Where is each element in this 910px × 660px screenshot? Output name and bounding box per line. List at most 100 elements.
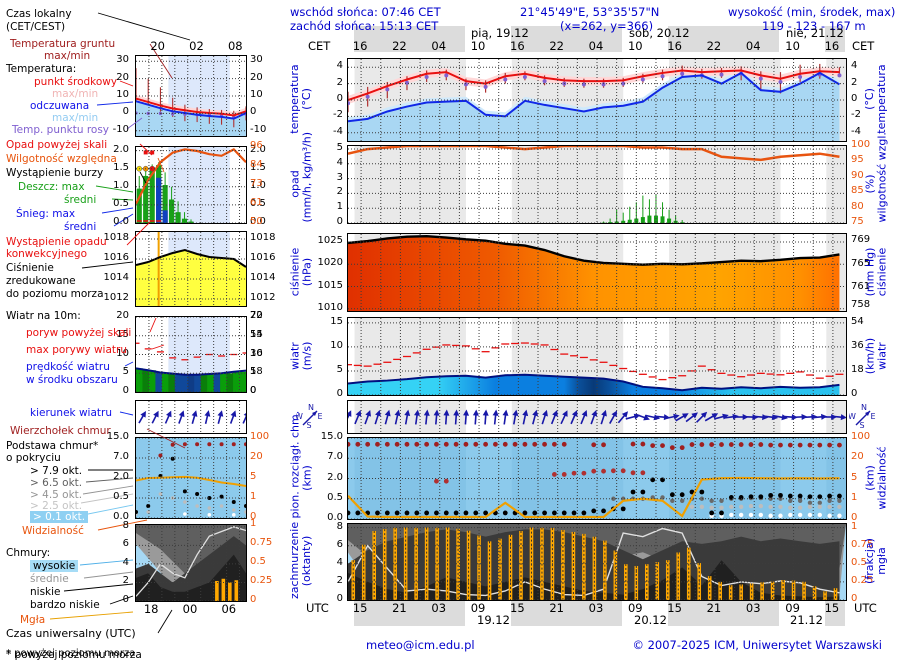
svg-text:W: W <box>849 412 856 421</box>
axis-tick: 1014 <box>250 272 276 283</box>
axis-tick: 1.5 <box>113 161 129 173</box>
axis-tick: 0.5 <box>327 491 343 503</box>
axis-label-right-wind: (km/h) wiatr <box>863 337 888 374</box>
date-label-21: 21.12 <box>790 613 823 627</box>
axis-tick: 4 <box>122 556 129 568</box>
axis-tick: 100 <box>250 431 270 442</box>
axis-tick: 1016 <box>250 252 276 263</box>
axis-tick: 0 <box>122 106 129 118</box>
axis-tick: 1 <box>851 491 858 503</box>
panel-wind <box>347 317 847 396</box>
night-band-strip <box>510 600 623 626</box>
axis-tick: 0.75 <box>851 538 874 550</box>
axis-tick: 1012 <box>250 292 276 303</box>
utc-hour-label: 03 <box>431 601 447 615</box>
cet-hour-label: 16 <box>667 39 682 53</box>
sidebar-label-41: bardzo niskie <box>30 599 100 611</box>
sidebar-label-21: do poziomu morza <box>6 288 104 300</box>
sidebar-label-3: max/min <box>44 50 91 62</box>
axis-tick: 15 <box>250 328 263 340</box>
axis-tick: 54 <box>851 315 864 327</box>
cet-hour-label: 22 <box>392 39 407 53</box>
axis-tick: 1010 <box>317 301 343 313</box>
axis-tick: 2.0 <box>113 143 129 155</box>
cet-hour-label: 10 <box>627 39 643 53</box>
axis-tick: 0 <box>851 512 858 523</box>
mini-wind-direction <box>135 400 247 434</box>
sidebar-label-35: > 0.1 okt. <box>30 511 89 523</box>
axis-tick: -10 <box>250 123 267 135</box>
axis-tick: 0 <box>336 593 343 604</box>
sidebar-label-11: Wilgotność względna <box>6 153 117 165</box>
axis-tick: 96 <box>250 140 263 151</box>
axis-tick: 20 <box>116 71 129 83</box>
axis-tick: 2 <box>122 575 129 587</box>
utc-hour-label: 21 <box>549 601 564 615</box>
utc-hour-label: 09 <box>627 601 643 615</box>
contact-email[interactable]: meteo@icm.edu.pl <box>366 638 475 652</box>
axis-tick: 0 <box>250 106 257 118</box>
date-label-19: 19.12 <box>477 613 510 627</box>
axis-tick: 20 <box>250 71 263 83</box>
day-label-fri: pią, 19.12 <box>471 26 529 40</box>
axis-tick: 2 <box>851 76 858 88</box>
axis-tick: 95 <box>851 154 864 166</box>
svg-text:S: S <box>306 421 311 430</box>
mini-cet-hour-label: 20 <box>150 39 165 53</box>
sidebar-label-40: niskie <box>30 586 61 598</box>
cet-hour-label: 10 <box>785 39 800 53</box>
axis-tick: 54 <box>250 328 263 340</box>
axis-tick: 1018 <box>250 232 276 243</box>
utc-hour-label: 03 <box>588 601 604 615</box>
sidebar-label-38: wysokie <box>30 560 79 572</box>
axis-tick: 761 <box>851 281 871 293</box>
axis-tick: 1014 <box>103 272 129 283</box>
axis-tick: 5 <box>250 366 257 378</box>
sidebar-label-31: > 7.9 okt. <box>30 465 83 477</box>
sidebar-label-44: * powyżej poziomu morza <box>6 649 142 660</box>
axis-tick: 765 <box>851 257 871 269</box>
axis-tick: 0 <box>851 593 858 604</box>
axis-tick: 75 <box>851 216 864 227</box>
panel-clouds-visibility <box>347 437 847 520</box>
axis-label-right-temperature: (°C) temperatura <box>863 64 888 134</box>
mini-cet-hour-label: 08 <box>227 39 243 53</box>
mini-wind <box>135 316 247 393</box>
utc-hour-label: 15 <box>824 601 840 615</box>
sidebar-label-26: w środku obszaru <box>26 374 118 386</box>
axis-label-left-cloud_cover_fog: zachmurzenie (oktanty) <box>288 521 313 599</box>
mini-temperature <box>135 55 247 137</box>
axis-tick: 2 <box>336 574 343 586</box>
axis-tick: -4 <box>333 125 343 137</box>
axis-tick: 30 <box>116 54 129 66</box>
axis-tick: 1015 <box>317 279 343 291</box>
axis-tick: 0.5 <box>250 556 266 567</box>
axis-tick: 0 <box>250 594 257 605</box>
cet-hour-label: 16 <box>510 39 525 53</box>
axis-tick: 0.0 <box>327 512 343 523</box>
axis-tick: -2 <box>851 109 861 121</box>
axis-tick: 85 <box>851 185 864 197</box>
axis-tick: 20 <box>116 310 129 321</box>
mini-utc-hour-label: 18 <box>143 602 159 616</box>
axis-tick: 758 <box>851 299 871 311</box>
axis-tick: 0.5 <box>113 491 129 502</box>
axis-tick: 8 <box>336 520 343 532</box>
sidebar-label-13: Deszcz: max <box>18 181 85 193</box>
axis-tick: 10 <box>250 89 263 100</box>
utc-hour-label: 15 <box>510 601 525 615</box>
axis-tick: 2 <box>336 76 343 88</box>
axis-tick: 5 <box>851 471 858 483</box>
axis-tick: 2.0 <box>250 143 266 155</box>
axis-tick: 50 <box>250 216 263 227</box>
svg-text:E: E <box>317 412 322 421</box>
axis-label-right-cloud_cover_fog: (frakcja) mgła <box>863 538 888 584</box>
cet-hour-label: 22 <box>549 39 564 53</box>
cet-hour-label: 04 <box>745 39 761 53</box>
cet-hour-label: 22 <box>706 39 722 53</box>
panel-precip-humidity <box>347 145 847 224</box>
utc-hour-label: 09 <box>470 601 486 615</box>
utc-hour-label: 15 <box>667 601 682 615</box>
axis-tick: 2 <box>336 186 343 198</box>
axis-tick: 1 <box>250 518 257 529</box>
